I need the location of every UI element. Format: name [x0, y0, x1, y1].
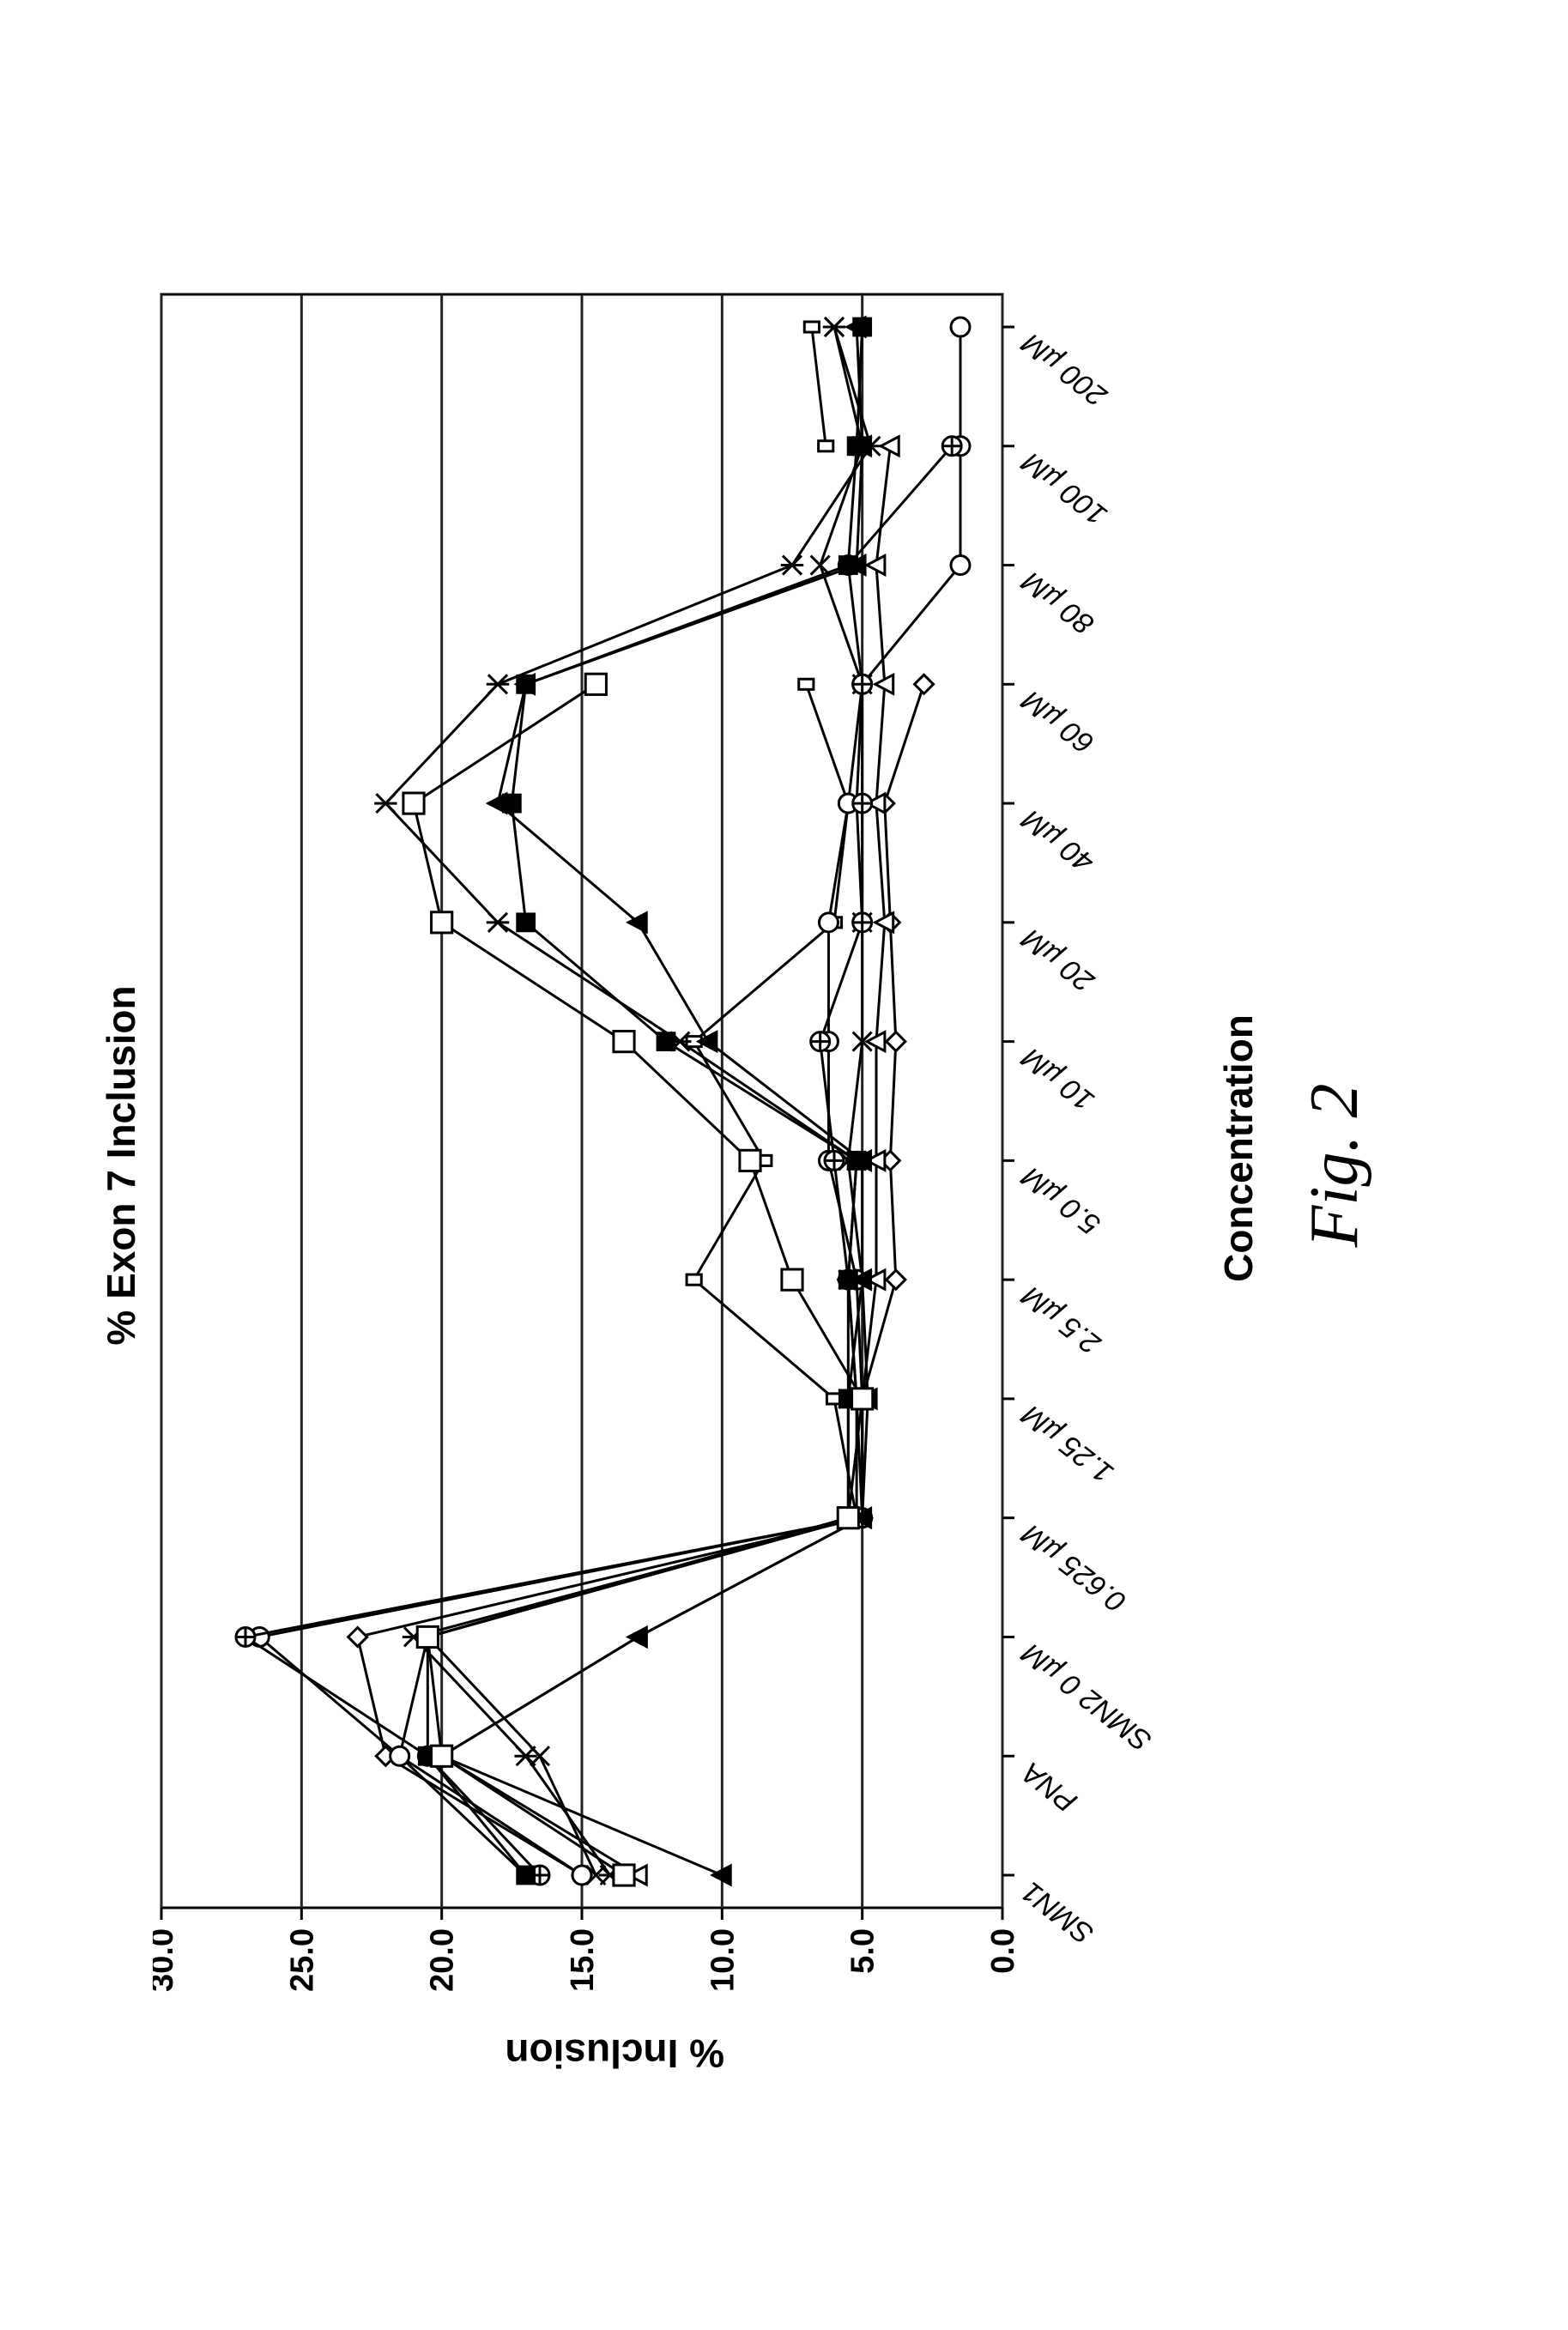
- svg-text:15.0: 15.0: [565, 1928, 601, 1992]
- svg-text:10 µM: 10 µM: [1015, 1040, 1100, 1117]
- svg-text:25.0: 25.0: [284, 1928, 320, 1992]
- svg-text:2.5 µM: 2.5 µM: [1014, 1279, 1106, 1360]
- figure-caption: Fig. 2: [1296, 1083, 1374, 1247]
- svg-text:40 µM: 40 µM: [1015, 802, 1100, 879]
- svg-text:SMN1: SMN1: [1015, 1874, 1099, 1950]
- svg-text:20.0: 20.0: [424, 1928, 460, 1992]
- svg-text:80 µM: 80 µM: [1015, 564, 1100, 640]
- svg-text:5.0: 5.0: [845, 1928, 881, 1974]
- svg-text:200 µM: 200 µM: [1015, 326, 1114, 413]
- svg-text:5.0 µM: 5.0 µM: [1014, 1159, 1105, 1241]
- svg-text:20 µM: 20 µM: [1015, 922, 1101, 999]
- svg-text:0.625 µM: 0.625 µM: [1015, 1516, 1132, 1618]
- chart-outer: % Inclusion 0.05.010.015.020.025.030.0SM…: [153, 260, 1262, 2071]
- svg-text:10.0: 10.0: [705, 1928, 741, 1992]
- x-axis-label: Concentration: [1215, 1014, 1262, 1282]
- svg-text:60 µM: 60 µM: [1015, 683, 1100, 760]
- chart-plot-svg: 0.0 5.0 10.0 15.0 20.0 25.0 30.0 SMN1 PNASMN2 0 …: [153, 260, 1191, 2036]
- svg-text:30.0: 30.0: [153, 1928, 180, 1992]
- chart-block: 0.0 5.0 10.0 15.0 20.0 25.0 30.0 SMN1 PNASMN2 0 …: [153, 260, 1262, 2036]
- svg-text:1.25 µM: 1.25 µM: [1015, 1398, 1119, 1489]
- svg-text:PNA: PNA: [1015, 1755, 1082, 1818]
- y-axis-label: % Inclusion: [690, 2030, 724, 2077]
- page-wrap: % Exon 7 Inclusion % Inclusion 0.0 5.0 10.…: [98, 136, 1471, 2195]
- svg-text:SMN2 0 µM: SMN2 0 µM: [1015, 1636, 1158, 1757]
- svg-text:100 µM: 100 µM: [1015, 445, 1113, 532]
- svg-text:0.0: 0.0: [985, 1928, 1021, 1974]
- chart-title: % Exon 7 Inclusion: [98, 985, 144, 1345]
